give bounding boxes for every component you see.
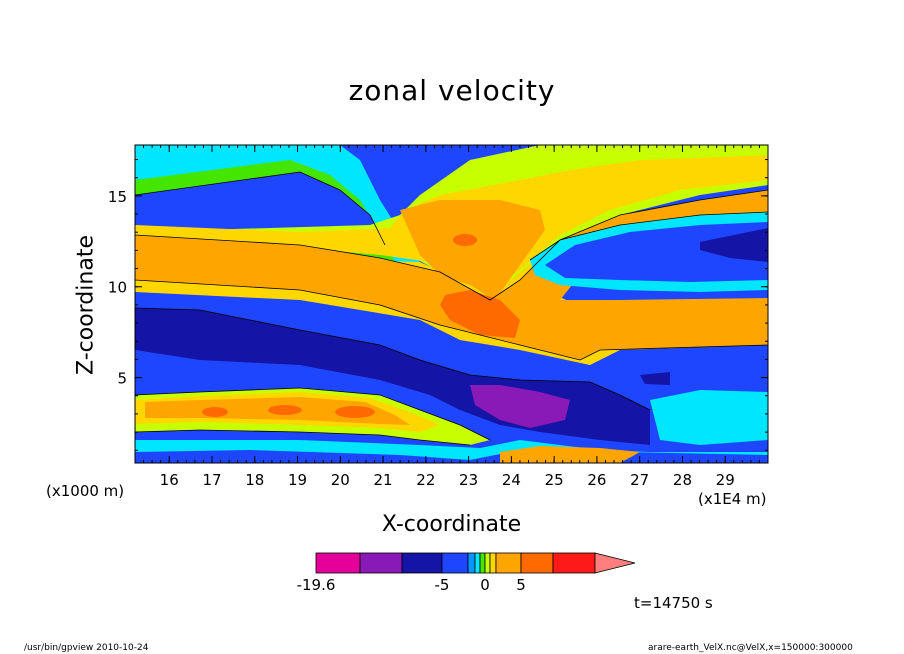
x-axis-label: X-coordinate — [381, 512, 522, 537]
x-tick-label: 26 — [587, 471, 606, 489]
x-tick-label: 23 — [459, 471, 478, 489]
x-tick-label: 27 — [630, 471, 649, 489]
contour-lines — [135, 171, 768, 446]
colorbar-segment — [359, 552, 403, 574]
colorbar-segment — [479, 552, 486, 574]
chart-title: zonal velocity — [348, 74, 556, 107]
upper-right-blue — [545, 222, 768, 282]
colorbar-segment — [467, 552, 476, 574]
y-axis-label: Z-coordinate — [73, 235, 99, 375]
colorbar-segment — [474, 552, 481, 574]
axes-group: 16 17 18 19 20 21 22 23 24 25 26 27 28 29 5 10 15 — [108, 145, 769, 489]
footer-dataset: arare-earth_VelX.nc@VelX,x=150000:300000 — [648, 643, 853, 653]
colorbar-extend-arrow — [594, 552, 636, 574]
colorbar-label: -5 — [435, 576, 450, 594]
low-warm-cell-1 — [202, 407, 228, 417]
x-tick-label: 16 — [160, 471, 179, 489]
purple-core-minimum — [470, 385, 570, 428]
colorbar: -19.6 -5 0 5 — [297, 552, 636, 594]
lower-right-cyan — [650, 390, 768, 445]
orange-core-maximum — [440, 290, 520, 338]
colorbar-segment — [520, 552, 554, 574]
colorbar-label: 5 — [516, 576, 526, 594]
footer-program-date: /usr/bin/gpview 2010-10-24 — [24, 643, 149, 653]
x-tick-label: 22 — [416, 471, 435, 489]
y-unit-label: (x1000 m) — [46, 482, 125, 500]
x-tick-label: 25 — [545, 471, 564, 489]
colorbar-label: 0 — [480, 576, 490, 594]
colorbar-segment — [401, 552, 443, 574]
x-tick-label: 28 — [673, 471, 692, 489]
x-tick-label: 24 — [502, 471, 521, 489]
colorbar-label: -19.6 — [297, 576, 336, 594]
low-warm-cell-2 — [268, 405, 302, 415]
x-tick-label: 18 — [245, 471, 264, 489]
y-tick-label: 10 — [108, 279, 127, 297]
y-tick-label: 15 — [108, 188, 127, 206]
small-orange-cell — [453, 234, 477, 246]
surface-orange — [500, 446, 640, 463]
x-unit-label: (x1E4 m) — [698, 490, 767, 508]
colorbar-segment — [484, 552, 491, 574]
colorbar-segment — [552, 552, 596, 574]
colorbar-segment — [441, 552, 469, 574]
small-blue-cell — [640, 372, 670, 385]
x-tick-label: 21 — [374, 471, 393, 489]
time-label: t=14750 s — [634, 594, 713, 612]
colorbar-segment — [489, 552, 497, 574]
colorbar-segment — [495, 552, 522, 574]
contour-field — [135, 145, 768, 463]
x-tick-label: 19 — [288, 471, 307, 489]
upper-right-deep-blue — [700, 228, 768, 262]
x-tick-label: 20 — [331, 471, 350, 489]
low-warm-cell-3 — [335, 406, 375, 418]
colorbar-segment — [315, 552, 361, 574]
x-tick-label: 17 — [202, 471, 221, 489]
y-tick-label: 5 — [117, 370, 127, 388]
x-tick-label: 29 — [716, 471, 735, 489]
orange-core-upper — [400, 200, 545, 300]
